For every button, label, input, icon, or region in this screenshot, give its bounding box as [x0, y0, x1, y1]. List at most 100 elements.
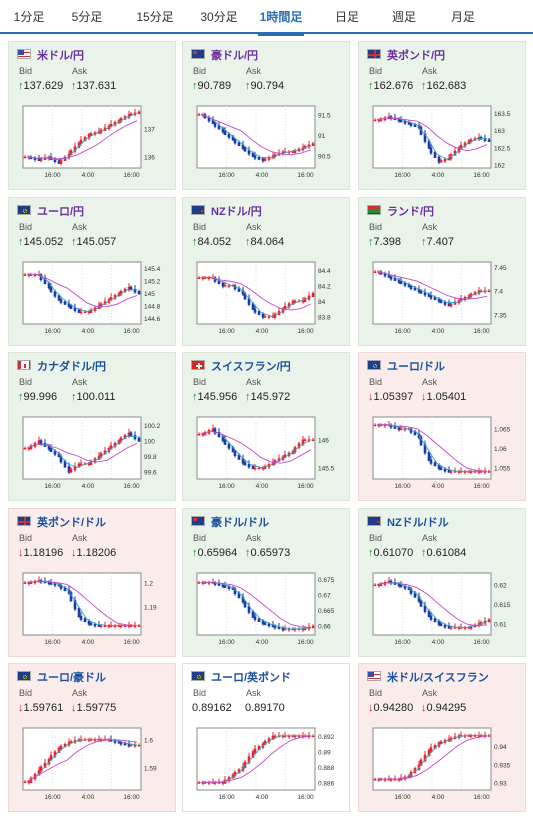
candle-body [133, 435, 137, 440]
candle-body [27, 781, 31, 784]
currency-card[interactable]: スイスフラン/円 Bid Ask ↑145.956 ↑145.972 146 145.5 16… [182, 352, 350, 501]
currency-card[interactable]: 米ドル/スイスフラン Bid Ask ↓0.94280 ↓0.94295 0.94 0.93… [358, 663, 526, 812]
candle-body [203, 277, 207, 279]
candle-body [479, 735, 483, 737]
currency-card[interactable]: NZドル/円 Bid Ask ↑84.052 ↑84.064 84.4 84.2 84 83.8… [182, 197, 350, 346]
currency-pair-name[interactable]: カナダドル/円 [37, 361, 107, 373]
trend-arrow-icon: ↓ [421, 702, 427, 714]
candle-body [419, 759, 423, 766]
currency-pair-name[interactable]: 米ドル/スイスフラン [387, 672, 489, 684]
currency-pair-name[interactable]: ユーロ/ドル [387, 361, 446, 373]
y-tick-label: 91 [318, 133, 326, 140]
currency-card[interactable]: ランド/円 Bid Ask ↑7.398 ↑7.407 7.45 7.4 7.35 16:00 4… [358, 197, 526, 346]
candle-body [83, 311, 87, 314]
candle-body [453, 150, 457, 156]
candle-body [263, 740, 267, 745]
candle-body [137, 111, 141, 115]
us-flag-icon [17, 49, 31, 59]
currency-card[interactable]: ユーロ/英ポンド Bid Ask 0.89162 0.89170 0.892 0.89 0.8… [182, 663, 350, 812]
tab-3[interactable]: 30分足 [200, 10, 238, 24]
tab-7[interactable]: 月足 [450, 10, 475, 24]
trend-arrow-icon: ↑ [18, 236, 24, 248]
candle-body [29, 156, 33, 160]
candle-body [201, 433, 205, 436]
candle-body [389, 424, 393, 428]
moving-average-long [26, 580, 138, 626]
candle-body [311, 625, 315, 629]
candle-body [57, 160, 61, 164]
currency-card[interactable]: ユーロ/豪ドル Bid Ask ↓1.59761 ↓1.59775 1.6 1.59 16:0… [8, 663, 176, 812]
price-chart: 163.5 163 162.5 162 16:00 4:00 16:00 [372, 105, 511, 179]
currency-card[interactable]: 豪ドル/円 Bid Ask ↑90.789 ↑90.794 91.5 91 90.5 16:00… [182, 41, 350, 190]
candle-body [109, 297, 113, 301]
y-tick-label: 145.5 [318, 466, 335, 473]
currency-card[interactable]: ユーロ/ドル Bid Ask ↓1.05397 ↓1.05401 1.065 1.06 1.0… [358, 352, 526, 501]
candle-body [387, 779, 391, 781]
ask-value: ↓0.94295 [421, 702, 467, 714]
currency-card[interactable]: 英ポンド/円 Bid Ask ↑162.676 ↑162.683 163.5 163 162.… [358, 41, 526, 190]
moving-average-long [377, 735, 488, 780]
currency-pair-name[interactable]: 英ポンド/円 [387, 50, 446, 62]
trend-arrow-icon: ↑ [368, 236, 374, 248]
ask-value: ↑162.683 [421, 80, 467, 92]
currency-pair-name[interactable]: スイスフラン/円 [211, 361, 291, 373]
x-tick-label: 16:00 [123, 172, 140, 179]
candle-body [447, 303, 451, 307]
candle-body [227, 586, 231, 589]
tab-5[interactable]: 日足 [334, 10, 359, 24]
tab-1[interactable]: 5分足 [71, 10, 103, 24]
currency-pair-name[interactable]: 豪ドル/円 [211, 50, 259, 62]
currency-pair-name[interactable]: ランド/円 [387, 206, 435, 218]
x-tick-label: 4:00 [82, 483, 95, 490]
candle-body [57, 453, 61, 458]
currency-card[interactable]: ユーロ/円 Bid Ask ↑145.052 ↑145.057 145.4 145.2 145… [8, 197, 176, 346]
x-tick-label: 16:00 [44, 483, 61, 490]
currency-pair-name[interactable]: ユーロ/英ポンド [211, 672, 292, 684]
currency-pair-name[interactable]: ユーロ/円 [37, 206, 85, 218]
currency-card[interactable]: カナダドル/円 Bid Ask ↑99.996 ↑100.011 100.2 100 99.8… [8, 352, 176, 501]
candle-body [427, 140, 431, 149]
candle-body [453, 471, 457, 473]
candle-body [73, 466, 77, 471]
currency-pair-name[interactable]: ユーロ/豪ドル [37, 672, 107, 684]
tab-6[interactable]: 週足 [391, 10, 416, 24]
price-chart: 7.45 7.4 7.35 16:00 4:00 16:00 [372, 261, 507, 335]
candle-body [253, 748, 257, 753]
currency-card[interactable]: 米ドル/円 Bid Ask ↑137.629 ↑137.631 137 136 16:00 4:… [8, 41, 176, 190]
candle-body [87, 311, 91, 314]
candle-body [377, 584, 381, 587]
candle-body [223, 285, 227, 287]
currency-pair-name[interactable]: 英ポンド/ドル [37, 517, 107, 529]
currency-pair-name[interactable]: 豪ドル/ドル [211, 517, 270, 529]
candle-body [467, 627, 471, 629]
candle-body [267, 156, 271, 160]
tab-0[interactable]: 1分足 [13, 10, 45, 24]
candle-body [89, 739, 93, 741]
currency-pair-name[interactable]: 米ドル/円 [37, 50, 85, 62]
currency-pair-name[interactable]: NZドル/ドル [387, 517, 449, 529]
candle-body [417, 289, 421, 293]
trend-arrow-icon: ↑ [192, 547, 198, 559]
currency-card[interactable]: 豪ドル/ドル Bid Ask ↑0.65964 ↑0.65973 0.675 0.67 0.6… [182, 508, 350, 657]
x-tick-label: 4:00 [256, 639, 269, 646]
bid-label: Bid [193, 66, 207, 76]
y-tick-label: 162 [494, 163, 505, 170]
candle-body [467, 471, 471, 473]
tab-2[interactable]: 15分足 [136, 10, 174, 24]
currency-card[interactable]: NZドル/ドル Bid Ask ↑0.61070 ↑0.61084 0.62 0.615 0.… [358, 508, 526, 657]
bid-label: Bid [19, 533, 33, 543]
candle-body [43, 762, 47, 768]
candle-body [251, 465, 255, 470]
candle-body [437, 742, 441, 747]
candle-body [467, 140, 471, 145]
candle-body [393, 426, 397, 429]
currency-card[interactable]: 英ポンド/ドル Bid Ask ↓1.18196 ↓1.18206 1.2 1.19 16:0… [8, 508, 176, 657]
candle-body [261, 158, 265, 162]
candle-body [127, 432, 131, 437]
candle-body [287, 303, 291, 308]
currency-pair-name[interactable]: NZドル/円 [211, 206, 262, 218]
price-chart: 145.4 145.2 145 144.8 144.6 16:00 4:00 16:00 [22, 261, 161, 335]
candle-body [383, 424, 387, 427]
tab-4[interactable]: 1時間足 [252, 0, 310, 36]
candle-body [487, 139, 491, 142]
